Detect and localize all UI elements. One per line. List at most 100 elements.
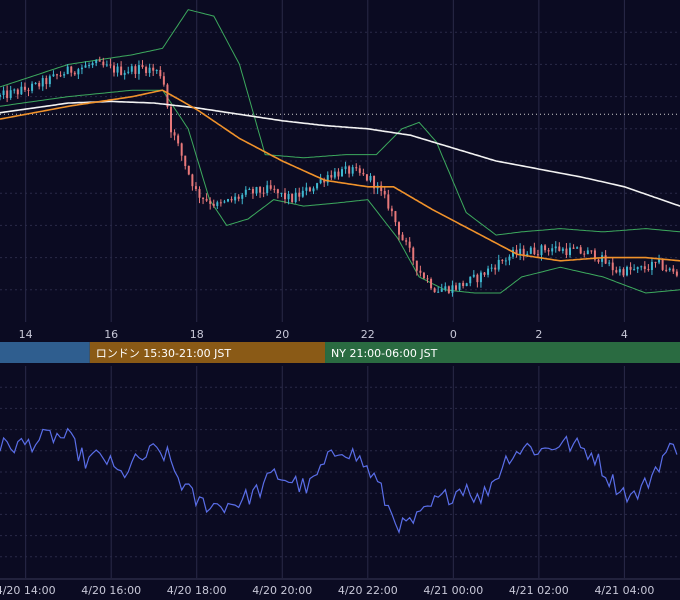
- candle-body: [308, 187, 311, 192]
- candle-body: [519, 248, 522, 255]
- candle-body: [629, 266, 632, 270]
- candle-body: [476, 274, 479, 283]
- candle-body: [0, 95, 1, 97]
- candle-body: [273, 188, 276, 190]
- candle-body: [643, 266, 646, 270]
- candle-body: [9, 90, 12, 98]
- candle-body: [173, 132, 176, 136]
- candle-body: [116, 66, 119, 73]
- candle-body: [401, 234, 404, 241]
- session-block: [0, 342, 90, 363]
- candle-body: [586, 250, 589, 255]
- candle-body: [59, 75, 62, 77]
- candle-body: [422, 272, 425, 279]
- candle-body: [63, 74, 66, 76]
- price-x-tick-label: 14: [19, 328, 33, 341]
- candle-body: [405, 240, 408, 242]
- candle-body: [27, 89, 30, 91]
- candle-body: [244, 189, 247, 195]
- candle-body: [251, 189, 254, 194]
- candle-body: [579, 247, 582, 254]
- session-bar: ロンドン 15:30-21:00 JST NY 21:00-06:00 JST: [0, 342, 680, 363]
- candle-body: [77, 69, 80, 75]
- price-x-tick-label: 0: [450, 328, 457, 341]
- candles: [0, 56, 678, 297]
- candle-body: [301, 190, 304, 197]
- candle-body: [373, 175, 376, 189]
- candle-body: [626, 266, 629, 276]
- candle-body: [344, 166, 347, 170]
- candle-body: [284, 192, 287, 200]
- candle-body: [227, 199, 230, 202]
- candle-body: [358, 168, 361, 173]
- candle-body: [451, 285, 454, 293]
- candle-body: [565, 248, 568, 255]
- osc-x-tick-label: 4/20 20:00: [252, 584, 312, 597]
- candle-body: [408, 241, 411, 248]
- candle-body: [70, 66, 73, 73]
- price-x-tick-label: 16: [104, 328, 118, 341]
- candle-body: [205, 198, 208, 201]
- candle-body: [647, 269, 650, 271]
- candle-body: [31, 83, 34, 91]
- candle-body: [298, 192, 301, 197]
- candle-body: [184, 155, 187, 166]
- candle-body: [216, 202, 219, 206]
- candle-body: [426, 278, 429, 280]
- candle-body: [191, 174, 194, 187]
- candle-body: [665, 269, 668, 271]
- candle-body: [444, 286, 447, 290]
- bollinger-upper-line: [0, 9, 680, 236]
- candle-body: [141, 65, 144, 68]
- candle-body: [230, 199, 233, 201]
- candle-body: [91, 63, 94, 66]
- candle-body: [522, 248, 525, 257]
- candle-body: [615, 270, 618, 273]
- candle-body: [544, 245, 547, 251]
- candle-body: [561, 248, 564, 251]
- price-x-tick-label: 18: [190, 328, 204, 341]
- candle-body: [45, 78, 48, 85]
- candle-body: [380, 185, 383, 192]
- session-label: NY 21:00-06:00 JST: [331, 347, 438, 360]
- candle-body: [650, 261, 653, 271]
- candle-body: [13, 89, 16, 91]
- candle-body: [490, 267, 493, 269]
- candle-body: [583, 253, 586, 255]
- candle-body: [472, 274, 475, 277]
- candle-body: [608, 262, 611, 264]
- candle-body: [155, 70, 158, 72]
- candle-body: [120, 66, 123, 75]
- candle-body: [276, 189, 279, 194]
- candle-body: [640, 266, 643, 268]
- candle-body: [145, 67, 148, 73]
- candle-body: [362, 172, 365, 175]
- candle-body: [551, 248, 554, 252]
- candle-body: [547, 250, 550, 252]
- candle-body: [654, 261, 657, 263]
- candle-body: [604, 255, 607, 264]
- ma-short-line: [0, 89, 680, 262]
- candle-body: [241, 194, 244, 199]
- candle-body: [540, 245, 543, 256]
- candle-body: [672, 268, 675, 272]
- candle-body: [601, 255, 604, 262]
- candle-body: [259, 187, 262, 193]
- candle-body: [305, 187, 308, 191]
- candle-body: [636, 267, 639, 270]
- candle-body: [333, 171, 336, 178]
- candle-body: [394, 211, 397, 223]
- candle-body: [529, 247, 532, 254]
- candle-body: [348, 166, 351, 174]
- candle-body: [430, 279, 433, 289]
- osc-x-tick-label: 4/21 00:00: [423, 584, 483, 597]
- candle-body: [494, 267, 497, 270]
- candle-body: [194, 186, 197, 190]
- candle-body: [515, 249, 518, 255]
- candle-body: [41, 78, 44, 87]
- candle-body: [554, 246, 557, 249]
- candle-body: [597, 259, 600, 262]
- candle-body: [2, 90, 5, 96]
- ma-long-line: [0, 100, 680, 207]
